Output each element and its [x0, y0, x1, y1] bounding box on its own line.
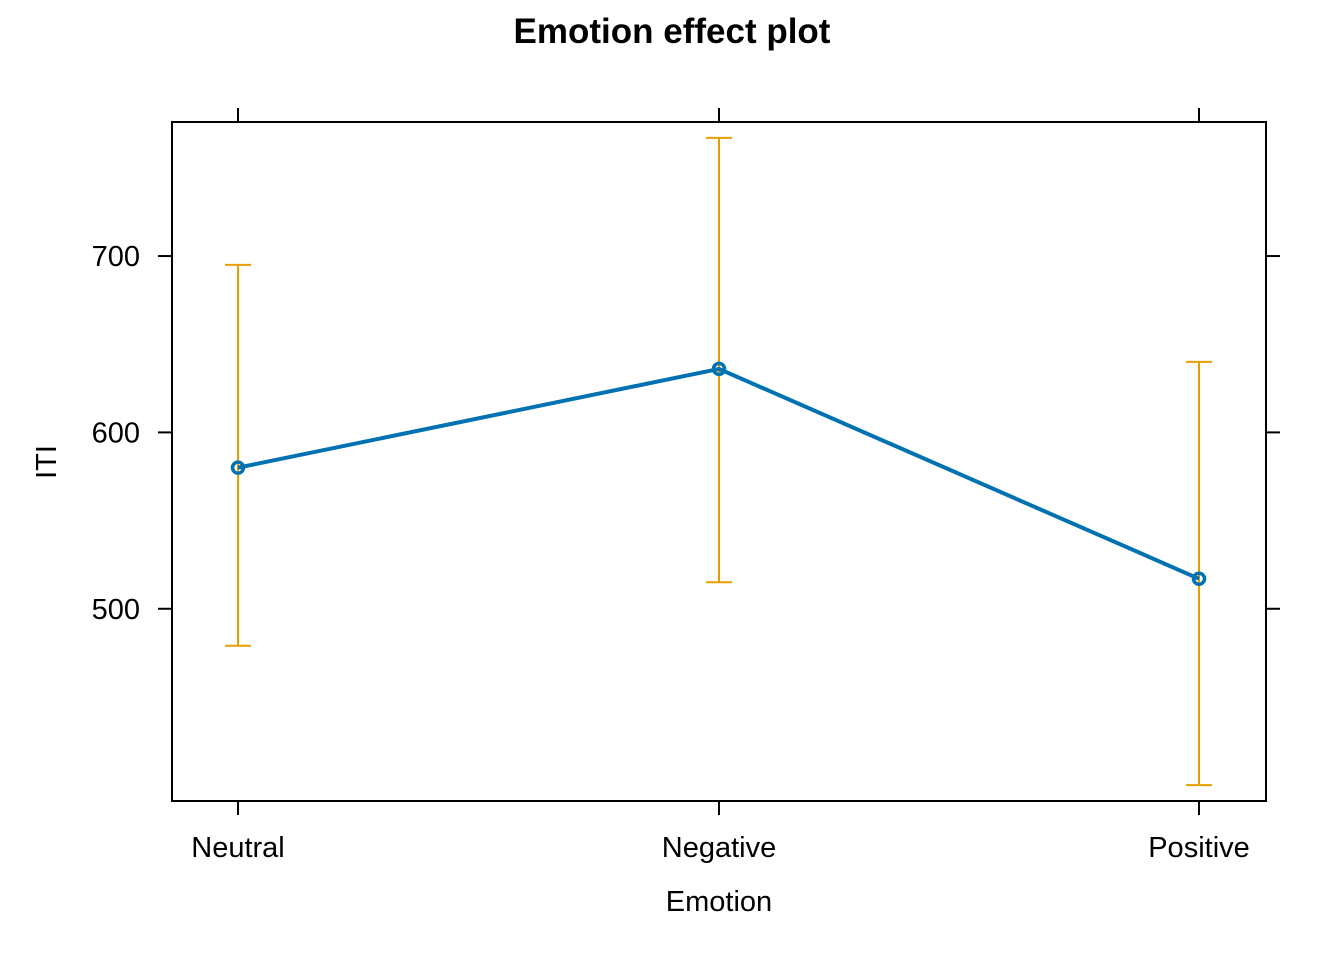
x-tick-label: Negative: [662, 832, 776, 864]
data-point: [711, 361, 727, 377]
x-axis-title: Emotion: [666, 886, 772, 918]
chart-title: Emotion effect plot: [514, 12, 831, 51]
y-tick-label: 700: [92, 241, 140, 273]
error-bars: [225, 136, 1212, 787]
y-tick-label: 600: [92, 417, 140, 449]
series-line: [230, 361, 1207, 587]
axes: Neutral Negative Positive 500 600 700: [92, 108, 1280, 864]
effect-line: [237, 366, 1200, 581]
y-axis-title: ITI: [31, 445, 63, 479]
x-tick-label: Positive: [1148, 832, 1250, 864]
data-point: [230, 460, 246, 475]
y-tick-label: 500: [92, 594, 140, 626]
data-point: [1191, 571, 1207, 587]
x-tick-label: Neutral: [191, 832, 285, 864]
